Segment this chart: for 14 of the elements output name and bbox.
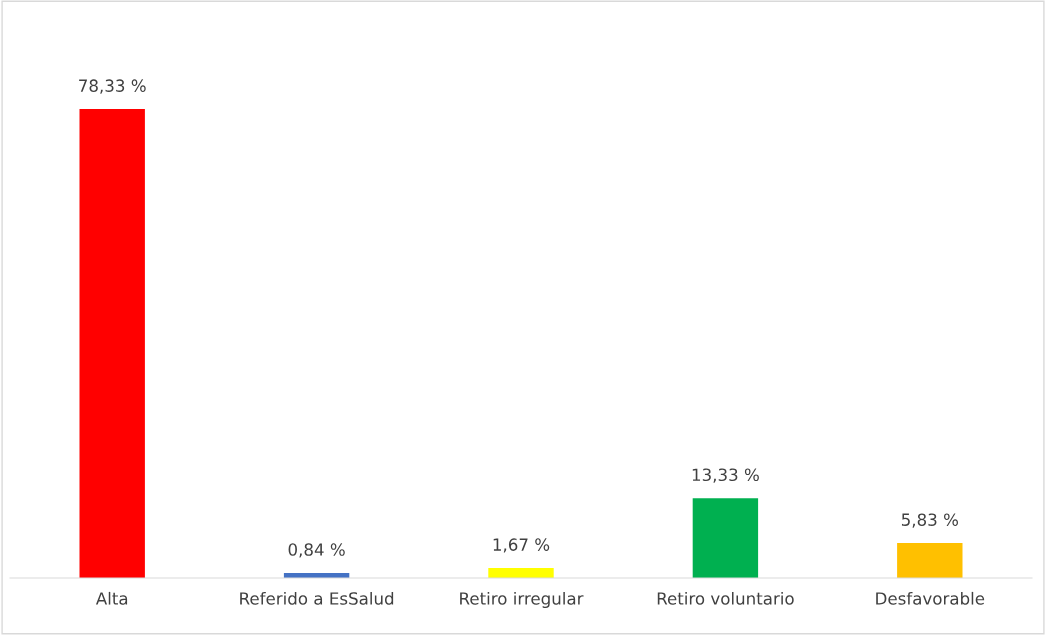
bar — [897, 543, 963, 578]
data-label: 1,67 % — [493, 538, 550, 553]
x-tick-label: Alta — [95, 591, 128, 605]
x-tick-label: Desfavorable — [876, 591, 985, 605]
x-tick-label: Retiro irregular — [460, 591, 584, 609]
data-label: 13,33 % — [692, 468, 759, 483]
bar — [488, 568, 554, 578]
bar — [692, 498, 759, 578]
x-tick-label: Referido a EsSalud — [240, 591, 394, 605]
data-label: 5,83 % — [901, 513, 958, 528]
data-label: 78,33 % — [79, 79, 146, 94]
data-label: 0,84 % — [288, 543, 345, 558]
bar — [79, 109, 145, 578]
x-tick-label: Retiro voluntario — [657, 591, 794, 605]
